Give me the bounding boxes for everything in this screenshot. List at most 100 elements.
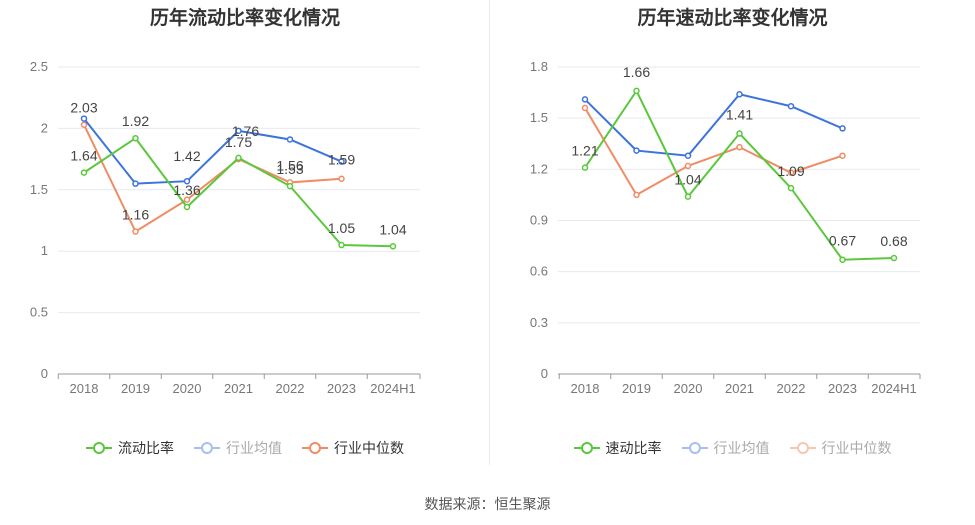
- data-label: 1.21: [571, 143, 598, 159]
- legend-label: 行业中位数: [334, 440, 404, 456]
- x-tick-label: 2018: [70, 381, 99, 396]
- y-tick-label: 2: [41, 120, 48, 135]
- y-tick-label: 1.5: [30, 182, 48, 197]
- data-point: [684, 162, 692, 170]
- data-point: [839, 152, 846, 159]
- data-label: 1.92: [122, 113, 149, 129]
- data-point: [633, 191, 640, 199]
- legend-label: 行业中位数: [821, 440, 892, 456]
- data-point: [338, 241, 345, 249]
- data-point: [286, 182, 294, 190]
- y-tick-label: 1.8: [530, 59, 548, 74]
- x-tick-label: 2024H1: [871, 381, 917, 396]
- data-point: [684, 152, 692, 159]
- data-point: [338, 158, 345, 165]
- quick-ratio-chart-panel: 历年速动比率变化情况 0 0.3 0.6 0.9 1.2 1.5 1.8 2018 2019 20…: [490, 0, 975, 475]
- data-point: [183, 177, 191, 185]
- current-ratio-chart: 0 0.5 1 1.5 2 2.5 2018 2019 2020 2021 2022 2023 2024…: [30, 59, 421, 396]
- chart-title: 历年速动比率变化情况: [637, 8, 828, 29]
- x-tick-label: 2019: [121, 381, 150, 396]
- data-label: 1.59: [328, 152, 355, 168]
- data-label: 1.04: [674, 172, 701, 188]
- legend-line-icon: [789, 441, 816, 455]
- x-tick-label: 2021: [224, 381, 253, 396]
- series-line-industry-avg: [83, 117, 342, 185]
- y-tick-label: 2.5: [30, 59, 48, 74]
- series-line-industry-median: [83, 124, 342, 233]
- data-point: [736, 91, 743, 98]
- data-label: 1.75: [225, 134, 252, 150]
- y-tick-label: 0: [541, 366, 548, 381]
- x-tick-label: 2022: [276, 381, 305, 396]
- data-point: [581, 104, 589, 112]
- data-point: [183, 196, 191, 203]
- data-label: 1.41: [726, 107, 753, 123]
- data-label: 1.53: [276, 161, 303, 177]
- data-label: 1.04: [379, 221, 406, 237]
- data-label: 1.05: [328, 220, 355, 236]
- legend-item[interactable]: 行业均值: [194, 438, 282, 458]
- legend-label: 行业均值: [713, 440, 770, 456]
- legend-item[interactable]: 行业中位数: [302, 438, 404, 458]
- data-point: [80, 121, 88, 128]
- data-point: [235, 154, 242, 162]
- y-tick-label: 0.3: [530, 315, 548, 330]
- chart-legend: 速动比率 行业均值 行业中位数: [490, 438, 975, 458]
- data-point: [633, 147, 640, 154]
- data-point: [633, 87, 640, 95]
- data-point: [80, 115, 88, 122]
- legend-label: 速动比率: [605, 440, 662, 456]
- data-point: [890, 254, 898, 262]
- data-point: [132, 180, 139, 187]
- data-label: 1.42: [173, 148, 200, 164]
- x-tick-label: 2022: [777, 381, 806, 396]
- current-ratio-chart-panel: 历年流动比率变化情况 0 0.5 1 1.5 2 2.5 2018 2019 2020 2021 2…: [0, 0, 490, 475]
- data-label: 1.56: [276, 157, 303, 173]
- data-label: 1.36: [173, 182, 200, 198]
- data-point: [80, 169, 88, 176]
- legend-item[interactable]: 速动比率: [573, 438, 662, 458]
- panel-divider: [489, 0, 490, 465]
- y-tick-label: 1.2: [530, 161, 548, 176]
- series-line-industry-median: [584, 107, 843, 197]
- data-point: [132, 228, 139, 235]
- y-tick-label: 0.6: [530, 264, 548, 279]
- data-label: 1.64: [70, 148, 97, 164]
- chart-legend: 流动比率 行业均值 行业中位数: [0, 438, 490, 458]
- legend-item[interactable]: 流动比率: [86, 438, 174, 458]
- data-point: [787, 102, 795, 110]
- y-tick-label: 1: [41, 243, 48, 258]
- data-point: [787, 184, 795, 192]
- legend-label: 行业均值: [226, 440, 282, 456]
- data-label: 1.76: [232, 123, 259, 139]
- data-label: 1.66: [623, 64, 650, 80]
- x-tick-label: 2019: [622, 381, 651, 396]
- x-tick-label: 2024H1: [370, 381, 416, 396]
- y-tick-label: 0.9: [530, 213, 548, 228]
- y-tick-label: 0: [41, 366, 48, 381]
- data-point: [839, 125, 846, 132]
- data-point: [132, 134, 139, 142]
- data-point: [235, 127, 242, 135]
- x-tick-label: 2021: [725, 381, 754, 396]
- data-point: [787, 169, 795, 176]
- data-point: [736, 143, 743, 151]
- data-label: 0.67: [829, 233, 856, 249]
- y-tick-label: 0.5: [30, 305, 48, 320]
- legend-item[interactable]: 行业中位数: [789, 438, 892, 458]
- legend-line-icon: [681, 441, 708, 455]
- legend-line-icon: [86, 441, 112, 455]
- x-tick-label: 2020: [674, 381, 703, 396]
- legend-item[interactable]: 行业均值: [681, 438, 770, 458]
- data-label: 1.09: [777, 163, 804, 179]
- data-point: [389, 243, 397, 250]
- data-label: 2.03: [70, 100, 97, 116]
- data-point: [581, 96, 589, 103]
- series-line-industry-avg: [584, 93, 843, 157]
- legend-label: 流动比率: [118, 440, 174, 456]
- data-point: [183, 203, 191, 211]
- y-tick-label: 1.5: [530, 110, 548, 125]
- x-tick-label: 2023: [828, 381, 857, 396]
- x-tick-label: 2020: [173, 381, 202, 396]
- data-point: [338, 175, 345, 182]
